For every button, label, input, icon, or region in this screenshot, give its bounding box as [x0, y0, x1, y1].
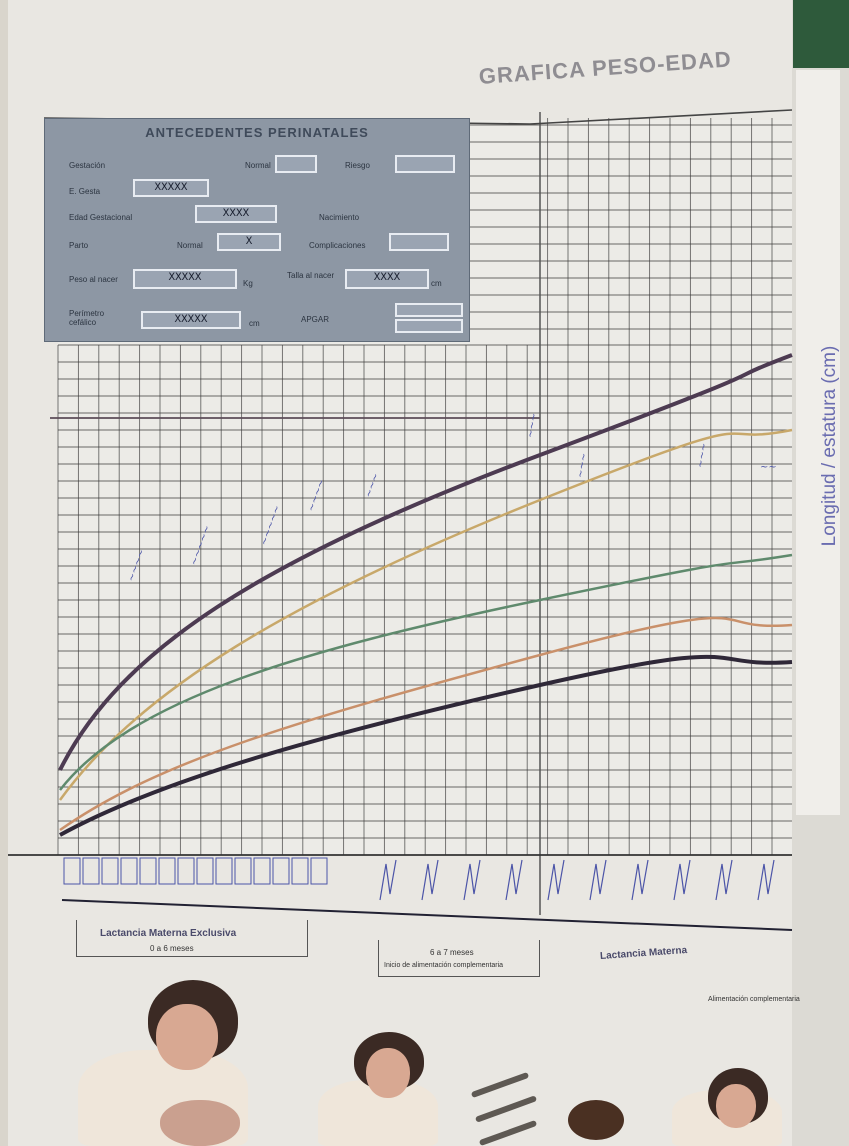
- field-label: Normal: [245, 161, 271, 170]
- age-record-cell: [291, 857, 309, 885]
- bowl-photo: [568, 1100, 624, 1140]
- age-record-cell: [158, 857, 176, 885]
- field-unit: cm: [249, 319, 260, 328]
- complications-box[interactable]: [389, 233, 449, 251]
- gestation-normal-box[interactable]: [275, 155, 317, 173]
- top-border: [529, 109, 793, 125]
- panel-heading: ANTECEDENTES PERINATALES: [145, 125, 369, 140]
- age-record-cell: [196, 857, 214, 885]
- field-label: E. Gesta: [69, 187, 101, 196]
- age-record-cell: [101, 857, 119, 885]
- handwritten-mark: [421, 859, 439, 901]
- field-label: Perímetro cefálico: [69, 309, 105, 327]
- age-axis-bottom: [61, 899, 793, 931]
- age-record-cell: [177, 857, 195, 885]
- head-circumference-box[interactable]: XXXXX: [141, 311, 241, 329]
- y-axis-label: Longitud / estatura (cm): [819, 345, 840, 547]
- apgar-5-box[interactable]: [395, 319, 463, 333]
- handwritten-mark: [757, 859, 775, 901]
- handwritten-mark: [589, 859, 607, 901]
- curve-orange: [59, 616, 793, 832]
- birth-weight-box[interactable]: XXXXX: [133, 269, 237, 289]
- section-note: Inicio de alimentación complementaria: [384, 962, 504, 969]
- section-note: Alimentación complementaria: [708, 996, 800, 1003]
- handwritten-mark: [379, 859, 397, 901]
- handwritten-mark: [547, 859, 565, 901]
- field-label: Normal: [177, 241, 203, 250]
- age-record-cell: [139, 857, 157, 885]
- field-label: Gestación: [69, 161, 106, 170]
- curve-yellow: [58, 428, 793, 801]
- handwritten-note: ~~: [760, 462, 777, 473]
- field-unit: cm: [431, 279, 442, 288]
- birth-length-box[interactable]: XXXX: [345, 269, 429, 289]
- age-record-cell: [63, 857, 81, 885]
- handwritten-mark: [673, 859, 691, 901]
- age-record-cell: [234, 857, 252, 885]
- background-object: [793, 0, 849, 68]
- field-label: Nacimiento: [319, 213, 360, 222]
- section-exclusive-breastfeeding: [76, 920, 308, 957]
- handwritten-mark: [715, 859, 733, 901]
- section-title: Lactancia Materna Exclusiva: [100, 928, 237, 939]
- perinatal-panel: ANTECEDENTES PERINATALES Gestación Norma…: [44, 118, 470, 342]
- apgar-1-box[interactable]: [395, 303, 463, 317]
- section-sub: 6 a 7 meses: [430, 948, 474, 957]
- right-page-edge: [796, 70, 840, 815]
- field-label: Talla al nacer: [287, 271, 335, 280]
- birth-normal-box[interactable]: X: [217, 233, 281, 251]
- age-record-cell: [82, 857, 100, 885]
- field-label: APGAR: [301, 315, 330, 324]
- gestations-box[interactable]: XXXXX: [133, 179, 209, 197]
- handwritten-mark: [631, 859, 649, 901]
- curve-upper: [58, 353, 793, 771]
- field-label: Complicaciones: [309, 241, 366, 250]
- handwritten-mark: [463, 859, 481, 901]
- age-record-cell: [215, 857, 233, 885]
- handwritten-mark: [505, 859, 523, 901]
- field-label: Parto: [69, 241, 89, 250]
- section-sub: 0 a 6 meses: [150, 944, 194, 953]
- curve-green: [59, 553, 793, 791]
- section-complementary: [378, 940, 540, 977]
- age-record-cell: [272, 857, 290, 885]
- field-unit: Kg: [243, 279, 253, 288]
- field-label: Riesgo: [345, 161, 370, 170]
- curve-lower: [59, 654, 793, 837]
- age-record-cell: [253, 857, 271, 885]
- gestation-risk-box[interactable]: [395, 155, 455, 173]
- age-record-cell: [120, 857, 138, 885]
- field-label: Edad Gestacional: [69, 213, 133, 222]
- gestational-age-box[interactable]: XXXX: [195, 205, 277, 223]
- age-record-cell: [310, 857, 328, 885]
- field-label: Peso al nacer: [69, 275, 118, 284]
